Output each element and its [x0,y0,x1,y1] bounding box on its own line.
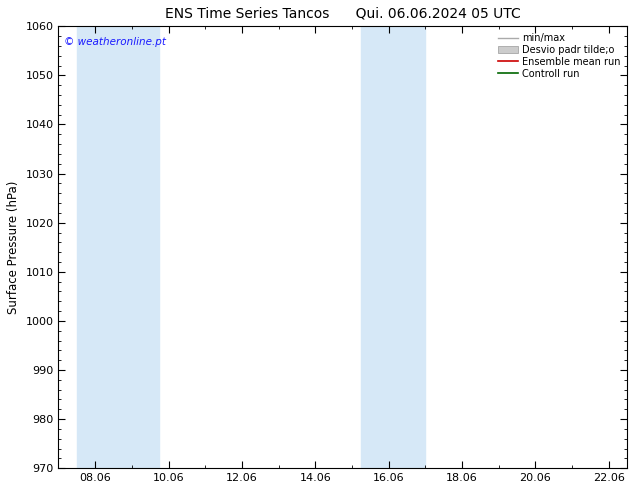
Y-axis label: Surface Pressure (hPa): Surface Pressure (hPa) [7,180,20,314]
Bar [77,26,159,468]
Title: ENS Time Series Tancos      Qui. 06.06.2024 05 UTC: ENS Time Series Tancos Qui. 06.06.2024 0… [165,7,521,21]
Legend: min/max, Desvio padr tilde;o, Ensemble mean run, Controll run: min/max, Desvio padr tilde;o, Ensemble m… [496,31,622,81]
Bar [361,26,425,468]
Text: © weatheronline.pt: © weatheronline.pt [64,37,166,48]
